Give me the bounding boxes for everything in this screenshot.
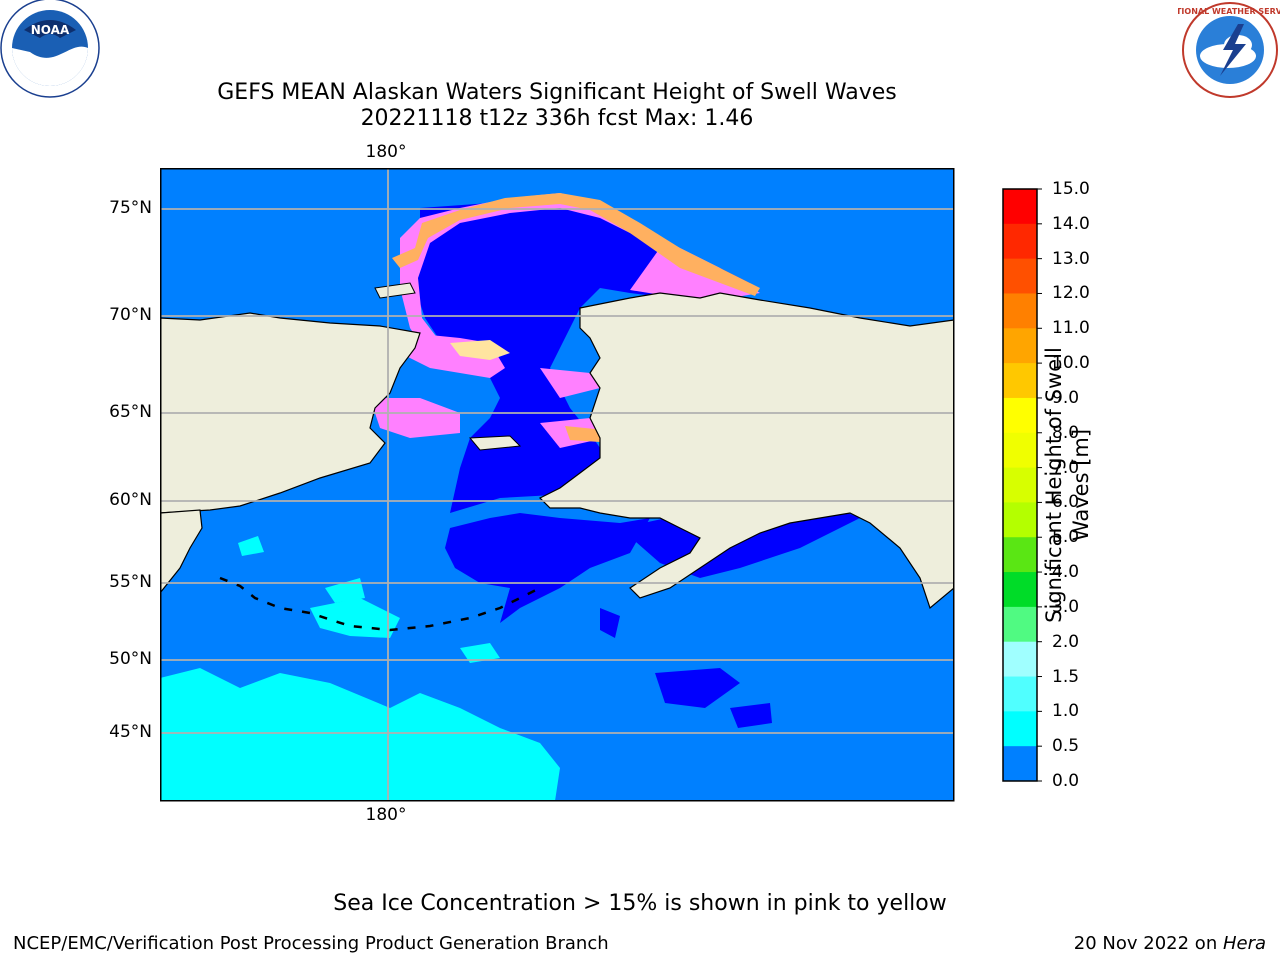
sea-ice-edge — [450, 340, 510, 360]
sea-ice-note: Sea Ice Concentration > 15% is shown in … — [333, 891, 947, 916]
colorbar-segment — [1003, 676, 1037, 712]
colorbar-segment — [1003, 537, 1037, 573]
low-swell-zone — [445, 513, 650, 623]
colorbar-tick-label: 1.5 — [1052, 666, 1080, 687]
run-date: 20 Nov 2022 on Hera — [1074, 933, 1266, 954]
low-swell-zone — [730, 703, 772, 728]
lat-label-45: 45°N — [109, 722, 152, 742]
alaska-land — [538, 292, 954, 610]
colorbar-segment — [1003, 293, 1037, 329]
colorbar-frame — [1002, 188, 1038, 782]
sea-ice-band — [370, 398, 460, 438]
map-title: GEFS MEAN Alaskan Waters Significant Hei… — [217, 80, 897, 105]
colorbar-tick-label: 3.0 — [1052, 596, 1080, 617]
low-swell-zone — [600, 608, 620, 638]
noaa-logo-text: NOAA — [31, 23, 70, 37]
colorbar-segment — [1003, 258, 1037, 294]
colorbar-segment — [1003, 711, 1037, 747]
colorbar-tick-label: 4.0 — [1052, 562, 1080, 583]
colorbar-tick-label: 13.0 — [1052, 248, 1090, 269]
map-frame — [160, 168, 955, 802]
branch-credit: NCEP/EMC/Verification Post Processing Pr… — [13, 933, 609, 954]
colorbar-tick-label: 5.0 — [1052, 527, 1080, 548]
colorbar-segment — [1003, 641, 1037, 678]
colorbar-tick-label: 12.0 — [1052, 283, 1090, 304]
sea-ice-edge — [565, 426, 605, 442]
colorbar-segment — [1003, 223, 1037, 260]
noaa-logo: NOAA — [0, 0, 100, 98]
host-name: Hera — [1222, 933, 1266, 954]
colorbar-tick-label: 0.5 — [1052, 736, 1080, 757]
aleutian-islands — [219, 576, 541, 632]
colorbar-segment — [1003, 572, 1037, 608]
wrangel-island — [374, 282, 416, 299]
map-panel — [160, 168, 955, 802]
colorbar-segment — [1003, 397, 1037, 434]
nws-ring-text: NATIONAL WEATHER SERVICE — [1178, 7, 1280, 16]
lat-label-70: 70°N — [109, 305, 152, 325]
colorbar-tick-label: 2.0 — [1052, 631, 1080, 652]
lon-label-top: 180° — [365, 142, 407, 162]
high-swell-zone — [390, 758, 480, 793]
map-subtitle: 20221118 t12z 336h fcst Max: 1.46 — [360, 106, 754, 131]
kamchatka-land — [160, 509, 203, 594]
colorbar-tick-label: 6.0 — [1052, 492, 1080, 513]
colorbar-tick-label: 14.0 — [1052, 213, 1090, 234]
lat-label-75: 75°N — [109, 198, 152, 218]
colorbar-tick-label: 11.0 — [1052, 318, 1090, 339]
graticule — [160, 168, 954, 801]
lat-label-60: 60°N — [109, 490, 152, 510]
sea-ice-band — [540, 368, 600, 398]
lon-label-bottom: 180° — [365, 805, 407, 825]
high-swell-zone — [325, 578, 365, 603]
colorbar-segment — [1003, 467, 1037, 503]
colorbar-segment — [1003, 502, 1037, 538]
lat-label-55: 55°N — [109, 572, 152, 592]
high-swell-zone — [238, 536, 264, 556]
colorbar-segment — [1003, 606, 1037, 643]
colorbar-tick-label: 15.0 — [1052, 179, 1090, 199]
run-date-text: 20 Nov 2022 on — [1073, 933, 1223, 954]
colorbar-segment — [1003, 432, 1037, 469]
colorbar-segment — [1003, 746, 1037, 782]
colorbar-tick-label: 8.0 — [1052, 422, 1080, 443]
colorbar-segment — [1003, 328, 1037, 364]
colorbar-segment — [1003, 189, 1037, 225]
lat-label-65: 65°N — [109, 402, 152, 422]
colorbar-tick-label: 9.0 — [1052, 387, 1080, 408]
colorbar-tick-label: 10.0 — [1052, 353, 1090, 374]
colorbar-tick-label: 7.0 — [1052, 457, 1080, 478]
colorbar-tick-label: 0.0 — [1052, 771, 1080, 791]
colorbar-title: Significant Height of Swell Waves [m] — [1042, 347, 1093, 623]
colorbar-segment — [1003, 363, 1037, 399]
colorbar — [1002, 188, 1042, 782]
colorbar-tick-label: 1.0 — [1052, 701, 1080, 722]
lat-label-50: 50°N — [109, 649, 152, 669]
high-swell-zone — [460, 643, 500, 663]
nws-logo: NATIONAL WEATHER SERVICE — [1178, 2, 1280, 98]
st-lawrence-island — [468, 435, 522, 451]
low-swell-zone — [655, 668, 740, 708]
